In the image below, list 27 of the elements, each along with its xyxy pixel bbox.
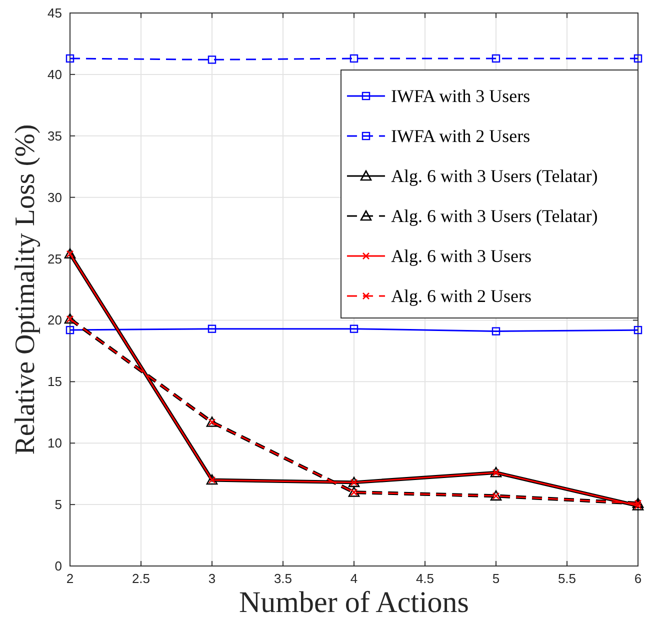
x-tick-label: 6 <box>634 571 642 586</box>
x-tick-label: 3.5 <box>274 571 292 586</box>
y-axis-title: Relative Optimality Loss (%) <box>10 124 41 455</box>
legend-label: Alg. 6 with 3 Users <box>391 246 532 266</box>
x-tick-label: 2.5 <box>132 571 150 586</box>
legend-label: Alg. 6 with 3 Users (Telatar) <box>391 206 598 226</box>
y-tick-label: 5 <box>54 497 62 512</box>
y-tick-label: 15 <box>48 374 62 390</box>
x-tick-label: 5.5 <box>558 571 576 586</box>
x-tick-label: 4.5 <box>416 571 434 586</box>
x-tick-label: 3 <box>208 571 216 586</box>
y-tick-label: 10 <box>48 436 62 451</box>
y-tick-label: 25 <box>48 251 62 266</box>
x-tick-label: 5 <box>492 571 500 586</box>
x-axis-title: Number of Actions <box>239 586 469 619</box>
x-tick-label: 2 <box>66 571 74 586</box>
legend-label: IWFA with 2 Users <box>391 126 530 146</box>
legend-label: Alg. 6 with 2 Users <box>391 286 532 306</box>
y-tick-label: 30 <box>48 190 62 205</box>
legend-label: Alg. 6 with 3 Users (Telatar) <box>391 166 598 186</box>
x-tick-label: 4 <box>350 571 358 586</box>
legend-label: IWFA with 3 Users <box>391 86 530 106</box>
y-tick-label: 35 <box>48 128 62 144</box>
y-tick-label: 0 <box>54 558 62 574</box>
y-tick-label: 20 <box>48 312 62 328</box>
y-tick-label: 45 <box>48 6 62 20</box>
y-tick-label: 40 <box>48 66 62 82</box>
